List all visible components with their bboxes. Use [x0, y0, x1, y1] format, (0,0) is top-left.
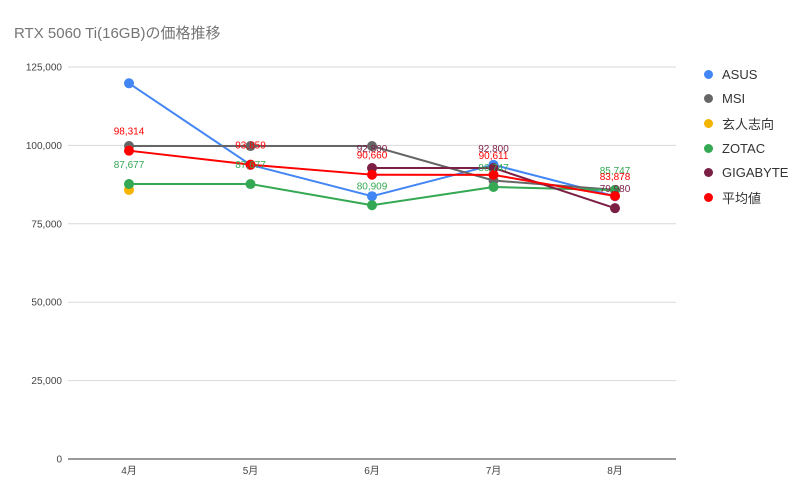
data-point: [488, 169, 499, 180]
legend: ASUS MSI 玄人志向 ZOTAC GIGABYTE 平均値: [704, 62, 788, 210]
legend-marker: [704, 118, 713, 128]
data-point: [245, 159, 256, 170]
data-point: [245, 141, 256, 152]
x-tick-label: 7月: [486, 465, 502, 477]
data-label: 79,980: [600, 184, 631, 195]
data-point: [367, 169, 377, 180]
data-label: 80,909: [357, 181, 388, 192]
y-tick-label: 0: [56, 455, 62, 466]
y-axis-ticks: 0 25,000 50,000 75,000 100,000 125,000: [26, 63, 63, 466]
data-labels: 87,677 87,677 80,909 86,747 85,747 92,800 92,8…: [114, 127, 631, 195]
legend-item: MSI: [704, 87, 788, 112]
legend-marker: [704, 168, 713, 178]
legend-label: ASUS: [722, 66, 758, 82]
legend-marker: [704, 192, 713, 202]
data-label: 90,660: [357, 151, 388, 162]
data-point: [488, 162, 499, 173]
data-point: [124, 145, 134, 156]
data-label: 98,314: [114, 127, 145, 138]
legend-label: ZOTAC: [722, 140, 766, 156]
data-point: [245, 179, 256, 190]
legend-marker: [704, 69, 713, 79]
y-tick-label: 25,000: [31, 376, 62, 387]
data-point: [367, 200, 377, 211]
series-points: [124, 78, 620, 214]
legend-item: 玄人志向: [704, 111, 788, 136]
data-label: 87,677: [114, 160, 145, 171]
gridlines: [68, 66, 676, 460]
legend-marker: [704, 94, 713, 104]
x-tick-label: 4月: [121, 465, 137, 477]
legend-label: 平均値: [722, 190, 762, 206]
y-tick-label: 50,000: [31, 298, 62, 309]
x-tick-label: 5月: [243, 465, 259, 477]
data-label: 92,800: [478, 144, 509, 155]
data-point: [610, 203, 620, 214]
x-tick-label: 6月: [364, 465, 380, 477]
data-label: 90,611: [479, 151, 509, 162]
y-tick-label: 125,000: [26, 63, 63, 74]
legend-item: GIGABYTE: [704, 160, 788, 185]
data-point: [124, 179, 134, 190]
data-point: [610, 190, 620, 201]
y-tick-label: 100,000: [26, 141, 63, 152]
data-label: 86,747: [478, 163, 509, 174]
data-point: [367, 141, 377, 152]
legend-item: ZOTAC: [704, 136, 788, 161]
legend-item: ASUS: [704, 62, 788, 87]
legend-item: 平均値: [704, 185, 788, 210]
data-point: [488, 181, 499, 192]
legend-label: 玄人志向: [722, 116, 775, 132]
legend-label: MSI: [722, 91, 746, 107]
data-label: 83,878: [600, 172, 631, 183]
data-label: 92,800: [357, 144, 388, 155]
legend-label: GIGABYTE: [722, 165, 789, 181]
data-label: 93,859: [235, 141, 266, 152]
x-axis-ticks: 4月 5月 6月 7月 8月: [121, 465, 623, 477]
data-label: 87,677: [235, 160, 266, 171]
y-tick-label: 75,000: [31, 219, 62, 230]
data-point: [367, 191, 377, 202]
data-label: 85,747: [600, 166, 631, 177]
data-point: [124, 78, 134, 89]
chart-title: RTX 5060 Ti(16GB)の価格推移: [14, 25, 221, 42]
legend-marker: [704, 143, 713, 153]
x-tick-label: 8月: [607, 465, 623, 477]
